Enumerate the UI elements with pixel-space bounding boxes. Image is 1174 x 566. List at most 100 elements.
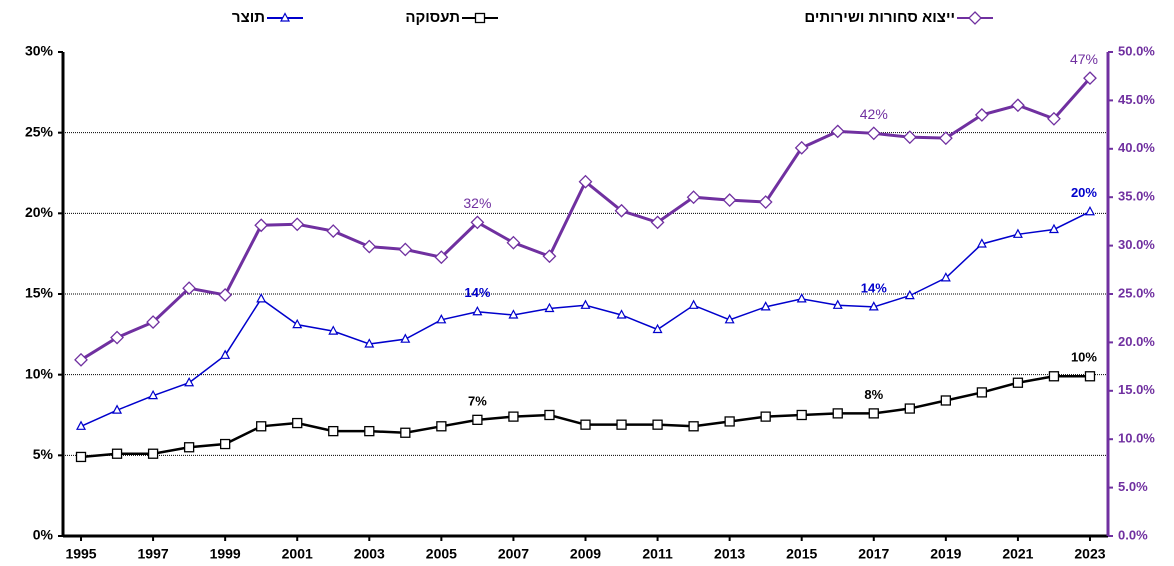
data-point — [506, 235, 521, 250]
data-point — [111, 448, 123, 459]
data-point — [364, 425, 375, 437]
data-point — [1084, 205, 1095, 216]
data-point — [256, 293, 267, 303]
data-point — [544, 409, 555, 421]
data-point — [688, 421, 699, 432]
data-point — [794, 140, 809, 155]
x-tick-label: 2021 — [1002, 546, 1033, 562]
legend-label: תוצר — [232, 9, 265, 26]
data-point — [148, 389, 159, 400]
data-point — [974, 108, 989, 122]
y-tick-label: 10% — [25, 365, 54, 381]
data-point — [758, 195, 773, 209]
data-point — [76, 420, 87, 430]
data-point — [976, 238, 987, 248]
data-point — [398, 242, 413, 257]
data-point — [184, 376, 195, 387]
data-point — [364, 338, 375, 348]
data-point — [650, 215, 665, 230]
data-label: 20% — [1071, 185, 1097, 200]
y2-tick-label: 15.0% — [1118, 382, 1155, 397]
legend-marker — [968, 11, 982, 25]
data-point — [580, 419, 591, 430]
data-point — [112, 404, 123, 414]
data-point — [146, 315, 161, 329]
data-point — [544, 302, 555, 313]
y2-tick-label: 40.0% — [1118, 140, 1155, 155]
series-line — [80, 375, 1090, 459]
x-tick-label: 1997 — [138, 546, 169, 562]
x-tick-label: 2009 — [570, 546, 601, 562]
data-point — [362, 239, 377, 254]
data-point — [400, 427, 411, 438]
x-tick-label: 2005 — [426, 546, 457, 562]
data-label: 14% — [464, 285, 490, 300]
data-point — [614, 203, 629, 218]
y-tick-label: 20% — [25, 204, 54, 220]
data-point — [796, 409, 807, 421]
data-point — [542, 249, 557, 264]
data-point — [292, 318, 303, 329]
data-point — [832, 408, 843, 419]
y2-tick-label: 50.0% — [1118, 43, 1155, 58]
data-point — [616, 419, 627, 430]
data-point — [832, 299, 843, 309]
x-tick-label: 2019 — [930, 546, 961, 562]
data-point — [1047, 111, 1061, 126]
data-point — [866, 126, 881, 141]
data-point — [147, 448, 159, 459]
data-point — [652, 419, 663, 430]
data-point — [182, 281, 197, 296]
x-tick-label: 2011 — [642, 546, 673, 562]
data-label: 47% — [1070, 51, 1098, 67]
data-point — [686, 190, 701, 205]
data-point — [652, 323, 663, 334]
data-point — [724, 416, 735, 427]
data-point — [254, 218, 269, 233]
data-point — [400, 333, 411, 343]
series-line — [80, 211, 1091, 427]
y2-tick-label: 20.0% — [1118, 334, 1155, 349]
legend-label: ייצוא סחורות ושירותים — [804, 9, 955, 26]
data-label: 10% — [1071, 350, 1097, 365]
data-point — [796, 293, 807, 303]
data-point — [256, 421, 267, 432]
y-tick-label: 5% — [33, 446, 54, 462]
data-point — [74, 352, 88, 367]
x-tick-label: 1999 — [210, 546, 241, 562]
data-point — [724, 314, 735, 324]
data-label: 42% — [860, 106, 888, 122]
y2-tick-label: 45.0% — [1118, 92, 1155, 107]
data-point — [1012, 377, 1024, 388]
data-point — [1083, 71, 1097, 86]
data-point — [760, 301, 771, 311]
data-point — [75, 451, 87, 463]
data-point — [902, 130, 917, 145]
x-tick-label: 2007 — [498, 546, 529, 562]
x-tick-label: 2013 — [714, 546, 745, 562]
data-point — [616, 309, 627, 319]
y2-tick-label: 35.0% — [1118, 189, 1155, 204]
data-point — [976, 387, 988, 398]
data-point — [328, 325, 339, 335]
y-tick-label: 25% — [25, 123, 54, 139]
data-point — [292, 417, 303, 429]
data-point — [940, 395, 951, 406]
data-point — [326, 224, 341, 238]
data-point — [868, 408, 879, 419]
data-point — [904, 403, 915, 414]
data-point — [1048, 371, 1060, 382]
data-point — [688, 299, 699, 309]
y-tick-label: 0% — [33, 527, 54, 543]
legend-marker — [474, 12, 486, 24]
y2-tick-label: 5.0% — [1118, 479, 1148, 494]
data-point — [938, 131, 953, 146]
data-label: 14% — [861, 280, 887, 295]
data-point — [218, 288, 233, 302]
data-point — [470, 215, 485, 230]
y-tick-label: 15% — [25, 285, 54, 301]
data-label: 7% — [468, 393, 487, 408]
data-point — [722, 193, 737, 208]
data-point — [508, 411, 519, 422]
